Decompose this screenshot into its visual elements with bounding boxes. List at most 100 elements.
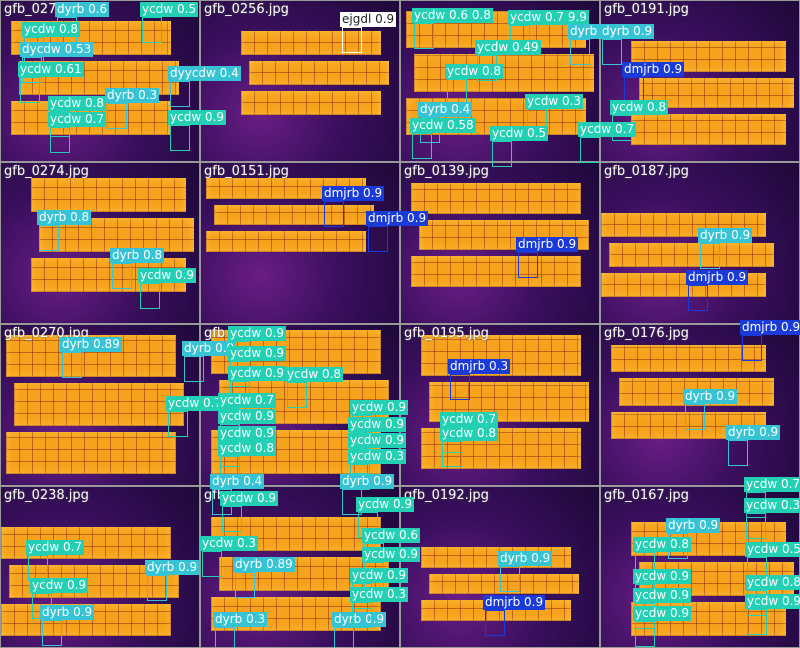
bounding-box bbox=[728, 440, 748, 466]
detection-label: dyrb 0.9 bbox=[726, 425, 781, 440]
bounding-box bbox=[352, 602, 372, 628]
detection-label: dyrb 0.3 bbox=[213, 612, 268, 627]
bounding-box bbox=[700, 243, 720, 269]
image-tile: gfb_0195.jpg bbox=[401, 325, 599, 485]
bounding-box bbox=[202, 551, 222, 577]
detection-label: dmjrb 0.9 bbox=[516, 237, 579, 252]
bounding-box bbox=[580, 137, 600, 163]
detection-label: ycdw 0.9 bbox=[633, 606, 692, 621]
bounding-box bbox=[168, 411, 188, 437]
bounding-box bbox=[287, 382, 307, 408]
detection-label: dmjrb 0.9 bbox=[740, 320, 800, 335]
bounding-box bbox=[147, 575, 167, 601]
image-tile: gfb_0256.jpg bbox=[201, 1, 399, 161]
bounding-box bbox=[635, 621, 655, 647]
solar-panel-row bbox=[14, 383, 184, 426]
filename: gfb_0195.jpg bbox=[404, 326, 489, 341]
detection-label: ycdw 0.9 bbox=[30, 578, 89, 593]
detection-label: dyrb 0.9 bbox=[340, 474, 395, 489]
solar-panel-row bbox=[214, 204, 374, 226]
bounding-box bbox=[334, 627, 354, 648]
solar-panel-row bbox=[611, 345, 766, 373]
bounding-box bbox=[442, 441, 462, 467]
detection-label: dyycdw 0.4 bbox=[168, 66, 241, 81]
detection-label: ejgdl 0.9 bbox=[340, 12, 397, 27]
detection-label: ycdw 0.7 9.9 bbox=[508, 10, 589, 25]
detection-label: dyrb 0.4 bbox=[210, 474, 265, 489]
detection-label: dyrb 0.4 bbox=[418, 102, 473, 117]
solar-panel-row bbox=[206, 231, 366, 252]
detection-label: dmjrb 0.9 bbox=[686, 270, 749, 285]
bounding-box bbox=[39, 225, 59, 251]
solar-panel-row bbox=[241, 31, 381, 55]
bounding-box bbox=[62, 352, 82, 378]
detection-label: ycdw 0.7 bbox=[744, 477, 800, 492]
detection-label: ycdw 0.9 bbox=[633, 588, 692, 603]
solar-panel-row bbox=[6, 431, 176, 474]
bounding-box bbox=[170, 125, 190, 151]
detection-label: dmjrb 0.9 bbox=[366, 211, 429, 226]
bounding-box bbox=[492, 141, 512, 167]
detection-label: ycdw 0.7 bbox=[440, 412, 499, 427]
detection-label: dyrb 0.9 bbox=[498, 551, 553, 566]
detection-label: dmjrb 0.9 bbox=[622, 62, 685, 77]
detection-label: dyrb 0.3 bbox=[105, 88, 160, 103]
detection-label: dmjrb 0.9 bbox=[322, 186, 385, 201]
bounding-box bbox=[450, 374, 470, 400]
solar-panel-row bbox=[414, 54, 594, 92]
detection-label: ycdw 0.9 bbox=[348, 417, 407, 432]
detection-label: dyrb 0.9 bbox=[600, 24, 655, 39]
detection-label: ycdw 0.9 bbox=[228, 366, 287, 381]
bounding-box bbox=[50, 127, 70, 153]
filename: gfb_0176.jpg bbox=[604, 326, 689, 341]
bounding-box bbox=[412, 133, 432, 159]
detection-label: ycdw 0.8 bbox=[285, 367, 344, 382]
bounding-box bbox=[485, 610, 505, 636]
detection-label: dmjrb 0.9 bbox=[483, 595, 546, 610]
detection-label: ycdw 0.7 bbox=[48, 112, 107, 127]
detection-label: ycdw 0.5 bbox=[490, 126, 549, 141]
detection-label: ycdw 0.9 bbox=[220, 491, 279, 506]
bounding-box bbox=[746, 513, 766, 539]
detection-label: ycdw 0.9 bbox=[218, 409, 277, 424]
bounding-box bbox=[112, 263, 132, 289]
detection-label: ycdw 0.5 bbox=[140, 2, 199, 17]
solar-panel-row bbox=[411, 256, 581, 287]
detection-label: dyrb 0.89 bbox=[233, 557, 295, 572]
detection-label: dycdw 0.53 bbox=[20, 42, 94, 57]
image-tile: gfb_0139.jpg bbox=[401, 163, 599, 323]
filename: gfb bbox=[204, 326, 226, 341]
bounding-box bbox=[142, 17, 162, 43]
detection-label: ycdw 0.7 bbox=[166, 396, 225, 411]
filename: gfb_0191.jpg bbox=[604, 2, 689, 17]
detection-label: ycdw 0.61 bbox=[18, 62, 84, 77]
detection-label: dyrb 0.8 bbox=[110, 248, 165, 263]
filename: gfb bbox=[204, 488, 226, 503]
detection-label: ycdw 0.9 bbox=[228, 346, 287, 361]
bounding-box bbox=[570, 39, 590, 65]
image-tile: gfb_0274.jpg bbox=[1, 163, 199, 323]
detection-label: dyrb 0.9 bbox=[145, 560, 200, 575]
detection-label: ycdw 0.9 bbox=[228, 326, 287, 341]
detection-label: ycdw 0.8 bbox=[440, 426, 499, 441]
detection-label: dmjrb 0.3 bbox=[448, 359, 511, 374]
bounding-box bbox=[20, 77, 40, 103]
filename: gfb_0151.jpg bbox=[204, 164, 289, 179]
solar-panel-row bbox=[609, 243, 774, 267]
bounding-box bbox=[685, 404, 705, 430]
detection-label: ycdw 0.8 bbox=[445, 64, 504, 79]
bounding-box bbox=[107, 103, 127, 129]
solar-panel-row bbox=[631, 114, 786, 145]
detection-label: dyrb 0.9 bbox=[683, 389, 738, 404]
detection-label: ycdw 0.9 bbox=[633, 569, 692, 584]
bounding-box bbox=[602, 39, 622, 65]
solar-panel-row bbox=[31, 178, 186, 212]
detection-label: ycdw 0.8 bbox=[610, 100, 669, 115]
detection-label: ycdw 0.6 bbox=[362, 528, 421, 543]
detection-label: ycdw 0.5 bbox=[745, 542, 800, 557]
detection-label: ycdw 0.49 bbox=[475, 40, 541, 55]
detection-label: ycdw 0.7 bbox=[218, 393, 277, 408]
detection-label: ycdw 0.9 bbox=[138, 268, 197, 283]
filename: gfb_0256.jpg bbox=[204, 2, 289, 17]
